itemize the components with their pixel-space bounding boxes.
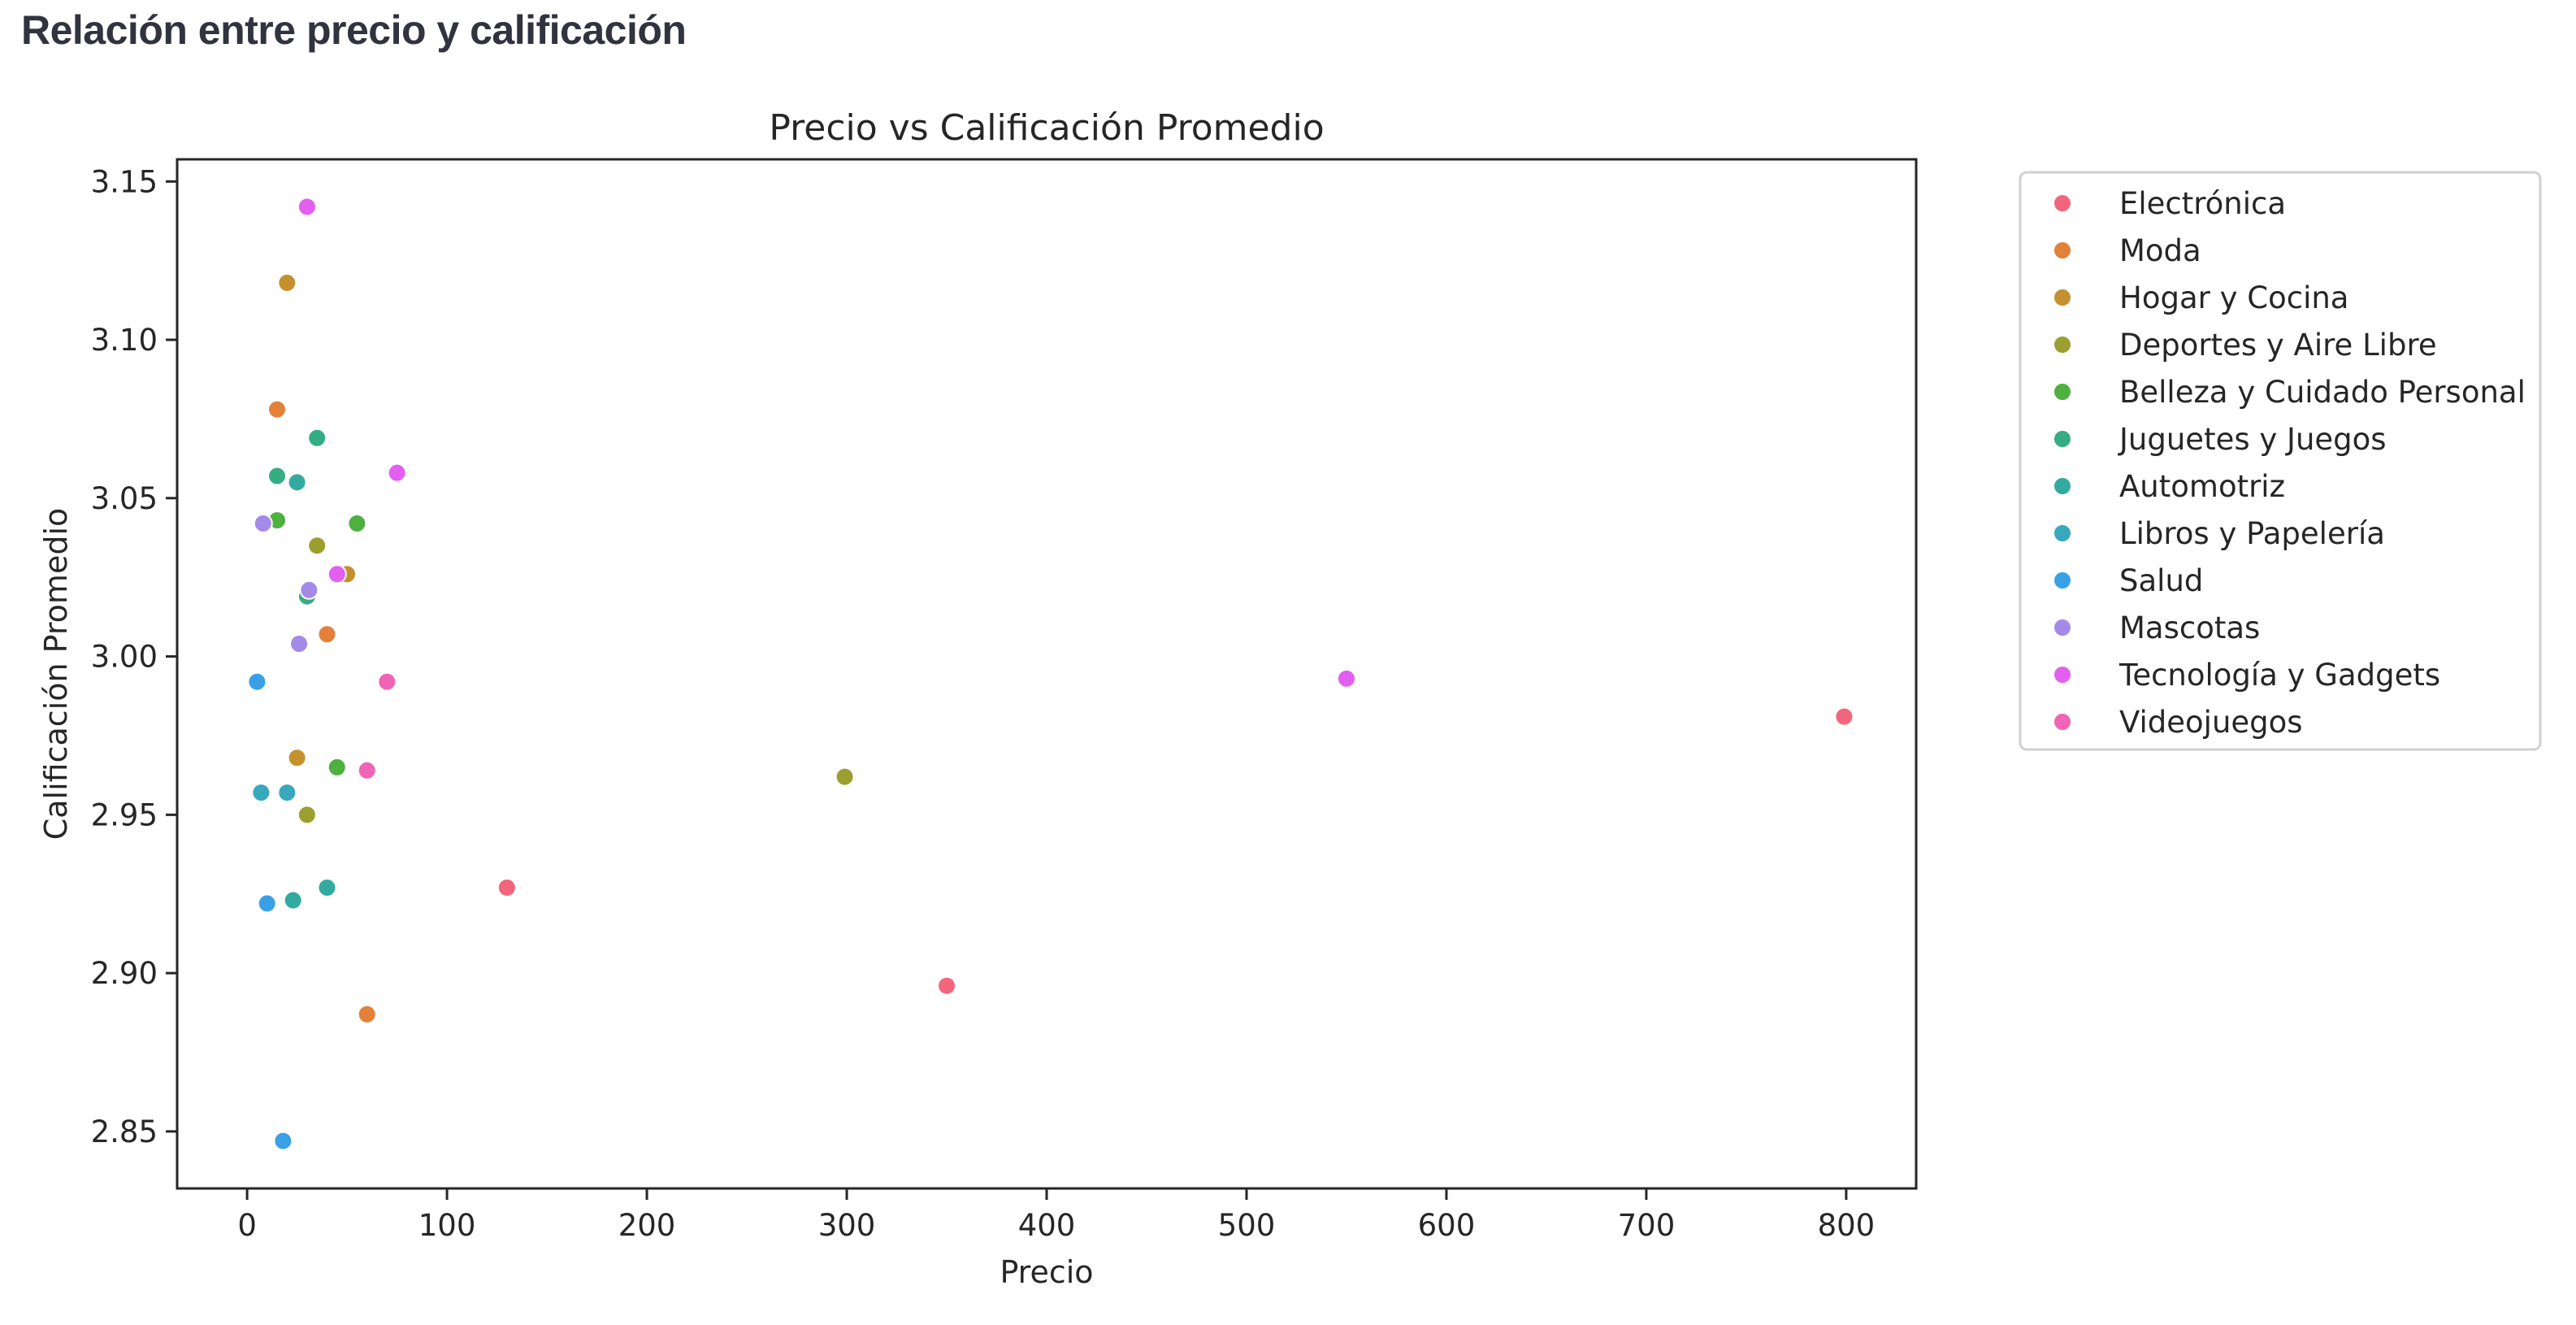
y-tick-label: 2.90 bbox=[91, 956, 158, 991]
legend-label: Electrónica bbox=[2119, 186, 2286, 221]
chart-title: Precio vs Calificación Promedio bbox=[769, 107, 1324, 149]
data-point bbox=[297, 805, 317, 825]
data-point bbox=[297, 197, 317, 217]
legend-label: Salud bbox=[2119, 563, 2203, 598]
y-axis: 2.85 2.90 2.95 3.00 3.05 3.10 3.15 bbox=[91, 164, 177, 1149]
section-title: Relación entre precio y calificación bbox=[21, 7, 687, 53]
y-tick-label: 3.15 bbox=[91, 164, 158, 199]
legend-label: Tecnología y Gadgets bbox=[2118, 658, 2440, 693]
data-points bbox=[247, 197, 1854, 1151]
y-tick-label: 3.10 bbox=[91, 323, 158, 358]
data-point bbox=[1336, 668, 1356, 689]
legend-label: Automotriz bbox=[2119, 469, 2285, 504]
data-point bbox=[257, 893, 277, 914]
data-point bbox=[357, 760, 377, 780]
legend: Electrónica Moda Hogar y Cocina Deportes y … bbox=[2019, 171, 2542, 751]
y-axis-label: Calificación Promedio bbox=[38, 508, 74, 841]
plot-frame bbox=[176, 158, 1918, 1190]
data-point bbox=[251, 783, 271, 803]
y-tick-label: 2.95 bbox=[91, 797, 158, 832]
legend-label: Libros y Papelería bbox=[2119, 516, 2385, 551]
legend-marker bbox=[2053, 571, 2072, 590]
x-tick-label: 100 bbox=[418, 1208, 476, 1243]
data-point bbox=[267, 399, 287, 419]
data-point bbox=[377, 671, 397, 692]
legend-marker bbox=[2053, 712, 2072, 732]
data-point bbox=[299, 580, 319, 600]
legend-marker bbox=[2053, 429, 2072, 449]
data-point bbox=[253, 513, 273, 533]
x-tick-label: 400 bbox=[1018, 1208, 1076, 1243]
data-point bbox=[327, 564, 347, 584]
data-point bbox=[283, 890, 303, 910]
x-tick-label: 600 bbox=[1418, 1208, 1476, 1243]
data-point bbox=[289, 633, 310, 654]
data-point bbox=[247, 671, 267, 692]
legend-marker bbox=[2053, 665, 2072, 684]
x-tick-label: 0 bbox=[237, 1208, 257, 1243]
legend-label: Belleza y Cuidado Personal bbox=[2119, 375, 2526, 410]
legend-marker bbox=[2053, 618, 2072, 637]
y-tick-label: 3.05 bbox=[91, 481, 158, 516]
data-point bbox=[273, 1131, 293, 1151]
data-point bbox=[287, 472, 307, 493]
data-point bbox=[317, 877, 337, 897]
legend-marker bbox=[2053, 382, 2072, 402]
data-point bbox=[327, 757, 347, 777]
data-point bbox=[357, 1004, 377, 1024]
legend-marker bbox=[2053, 335, 2072, 354]
data-point bbox=[497, 877, 517, 897]
data-point bbox=[277, 272, 297, 293]
legend-marker bbox=[2053, 288, 2072, 307]
x-axis: 0 100 200 300 400 500 600 700 800 bbox=[237, 1188, 1875, 1243]
legend-label: Videojuegos bbox=[2119, 705, 2303, 740]
legend-marker bbox=[2053, 476, 2072, 496]
legend-marker bbox=[2053, 523, 2072, 543]
data-point bbox=[277, 783, 297, 803]
x-tick-label: 200 bbox=[618, 1208, 676, 1243]
data-point bbox=[267, 466, 287, 486]
legend-marker bbox=[2053, 193, 2072, 213]
legend-label: Mascotas bbox=[2119, 610, 2260, 645]
legend-label: Moda bbox=[2119, 233, 2201, 268]
x-tick-label: 500 bbox=[1218, 1208, 1276, 1243]
data-point bbox=[287, 748, 307, 768]
y-tick-label: 2.85 bbox=[91, 1114, 158, 1149]
x-tick-label: 300 bbox=[818, 1208, 876, 1243]
legend-marker bbox=[2053, 241, 2072, 260]
data-point bbox=[307, 536, 327, 556]
legend-label: Hogar y Cocina bbox=[2119, 280, 2348, 315]
legend-label: Juguetes y Juegos bbox=[2118, 422, 2387, 457]
data-point bbox=[387, 463, 407, 483]
legend-frame bbox=[2019, 171, 2542, 751]
data-point bbox=[347, 513, 367, 533]
legend-label: Deportes y Aire Libre bbox=[2119, 328, 2437, 363]
y-tick-label: 3.00 bbox=[91, 640, 158, 675]
x-tick-label: 800 bbox=[1818, 1208, 1876, 1243]
data-point bbox=[835, 767, 855, 787]
data-point bbox=[317, 624, 337, 645]
data-point bbox=[1834, 706, 1854, 727]
x-tick-label: 700 bbox=[1618, 1208, 1676, 1243]
x-axis-label: Precio bbox=[1000, 1254, 1093, 1290]
data-point bbox=[307, 428, 327, 448]
data-point bbox=[937, 975, 957, 996]
